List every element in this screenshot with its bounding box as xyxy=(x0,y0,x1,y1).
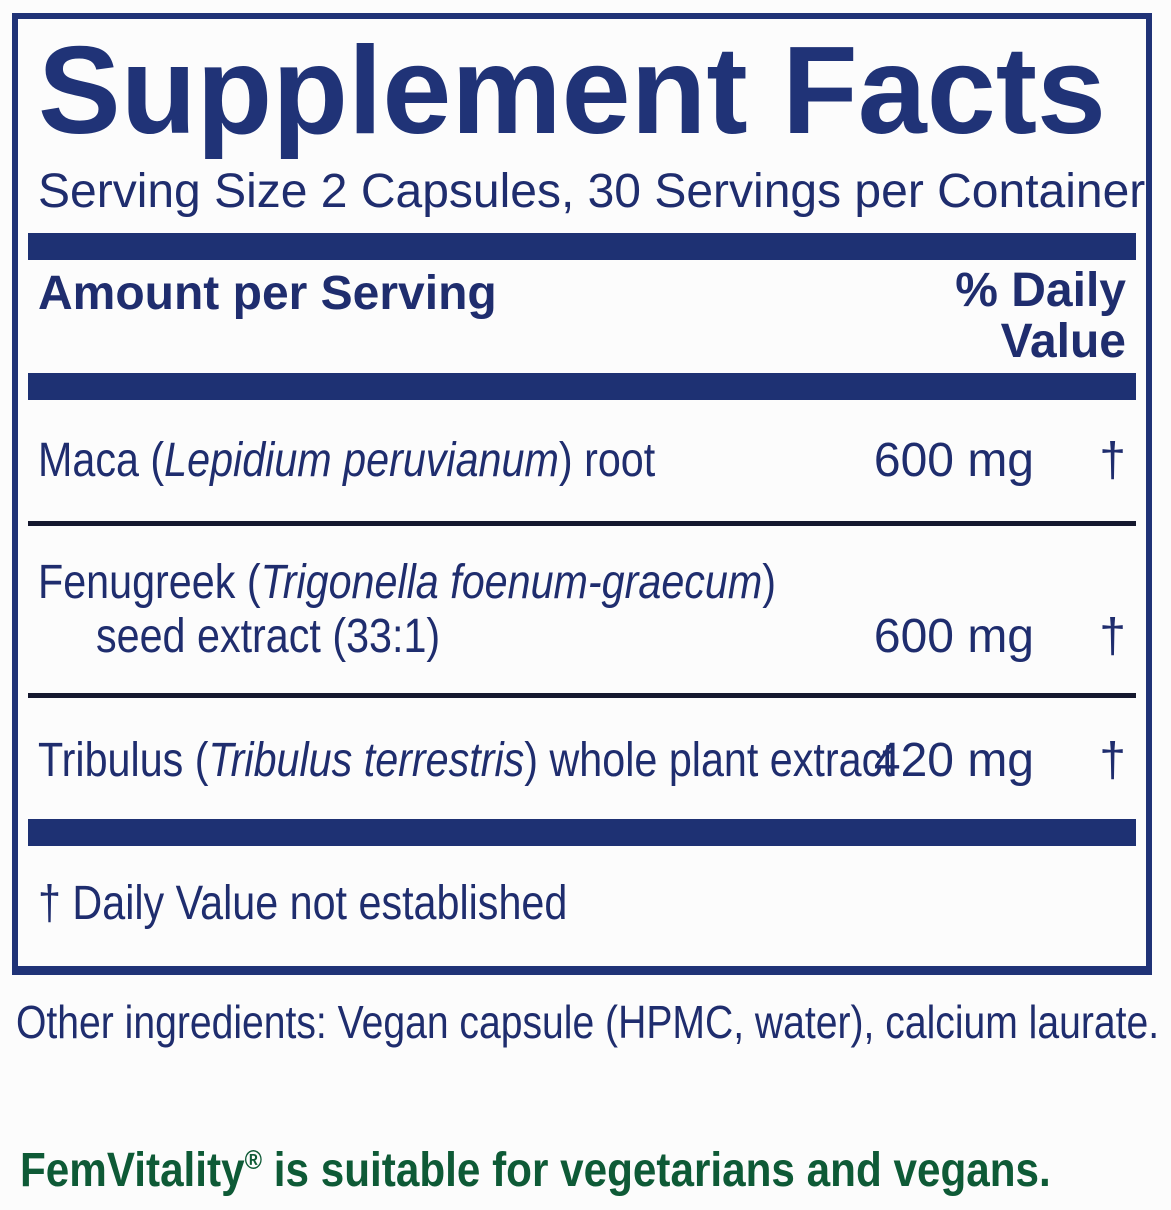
daily-value-header-line2: Value xyxy=(1000,314,1126,368)
divider-bar-top xyxy=(28,233,1136,261)
daily-value-footnote: † Daily Value not established xyxy=(38,876,568,930)
daily-value-dagger: † xyxy=(1099,734,1126,788)
brand-name: FemVitality xyxy=(20,1144,245,1197)
ingredient-row-tribulus: Tribulus (Tribulus terrestris) whole pla… xyxy=(38,698,1126,819)
supplement-facts-panel: Supplement Facts Serving Size 2 Capsules… xyxy=(12,13,1152,975)
latin-name: Tribulus terrestris xyxy=(208,734,525,788)
panel-title: Supplement Facts xyxy=(38,22,1106,160)
row-divider xyxy=(28,693,1136,699)
serving-size-line: Serving Size 2 Capsules, 30 Servings per… xyxy=(38,164,1146,218)
divider-bar-header xyxy=(28,372,1136,400)
latin-name: Trigonella foenum-graecum xyxy=(260,555,763,609)
row-divider xyxy=(28,520,1136,526)
ingredient-name-line2: seed extract (33:1) xyxy=(96,610,441,664)
ingredient-row-maca: Maca (Lepidium peruvianum) root 600 mg † xyxy=(38,400,1126,521)
column-header-row: Amount per Serving % Daily Value xyxy=(38,264,1126,373)
ingredient-name: Maca (Lepidium peruvianum) root xyxy=(38,433,656,487)
divider-bar-bottom xyxy=(28,818,1136,846)
latin-name: Lepidium peruvianum xyxy=(164,433,559,487)
suitability-statement: FemVitality® is suitable for vegetarians… xyxy=(20,1143,1171,1198)
ingredient-amount: 600 mg xyxy=(873,433,1034,487)
percent-daily-value-header: % Daily Value xyxy=(955,264,1126,368)
daily-value-dagger: † xyxy=(1099,610,1126,664)
ingredient-amount: 420 mg xyxy=(873,734,1034,788)
ingredient-amount: 600 mg xyxy=(873,610,1034,664)
other-ingredients-line: Other ingredients: Vegan capsule (HPMC, … xyxy=(16,996,1160,1048)
registered-trademark-symbol: ® xyxy=(244,1145,263,1175)
suitability-text: is suitable for vegetarians and vegans. xyxy=(262,1144,1051,1197)
ingredient-row-fenugreek: Fenugreek (Trigonella foenum-graecum) se… xyxy=(38,526,1126,693)
amount-per-serving-header: Amount per Serving xyxy=(38,267,497,321)
daily-value-dagger: † xyxy=(1099,433,1126,487)
ingredient-name: Fenugreek (Trigonella foenum-graecum) se… xyxy=(38,555,777,664)
ingredient-name: Tribulus (Tribulus terrestris) whole pla… xyxy=(38,734,894,788)
daily-value-header-line1: % Daily xyxy=(955,264,1126,318)
